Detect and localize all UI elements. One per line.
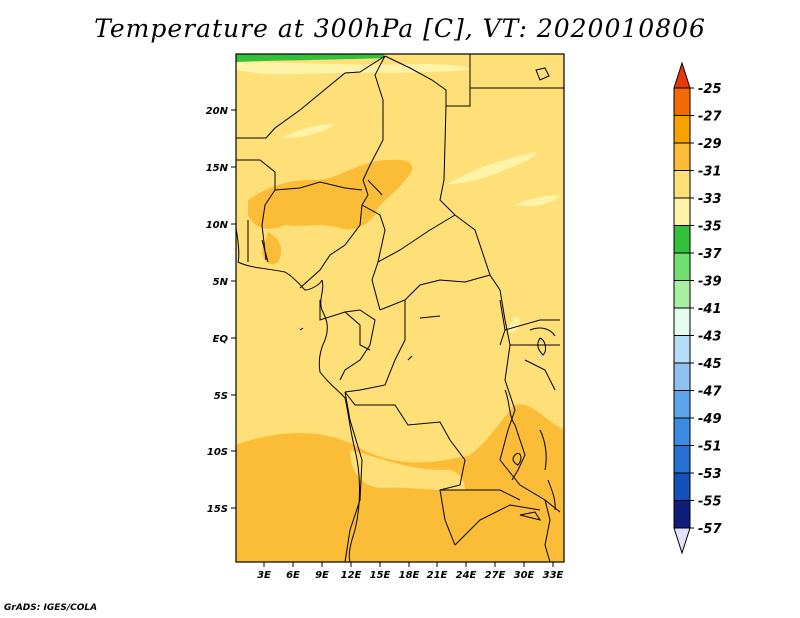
colorbar-swatch: [673, 362, 691, 391]
colorbar: -25 -27 -29 -31 -33 -35 -37 -39 -41 -43 -45 -47 -49 -…: [673, 61, 722, 555]
colorbar-label: -53: [698, 467, 722, 482]
colorbar-label: -57: [698, 522, 722, 537]
x-tick-label: 21E: [427, 570, 448, 581]
colorbar-swatch: [673, 252, 691, 281]
colorbar-label: -35: [698, 220, 722, 235]
colorbar-swatch: [673, 142, 691, 171]
country-boundaries: [236, 54, 564, 562]
y-ticks: [231, 109, 236, 509]
colorbar-label: -41: [698, 302, 722, 317]
colorbar-top-arrow: [673, 61, 691, 89]
colorbar-label: -43: [698, 330, 722, 345]
colorbar-label: -33: [698, 192, 722, 207]
colorbar-label: -37: [698, 247, 722, 262]
colorbar-bottom-arrow: [673, 527, 691, 555]
field-cool-streak-3: [515, 195, 560, 206]
x-tick-label: 27E: [485, 570, 506, 581]
colorbar-label: -27: [698, 110, 722, 125]
colorbar-label: -49: [698, 412, 722, 427]
field-cool-north: [236, 62, 470, 75]
colorbar-label: -31: [698, 165, 722, 180]
x-tick-label: 3E: [257, 570, 271, 581]
colorbar-swatch: [673, 445, 691, 474]
colorbar-label: -51: [698, 440, 722, 455]
x-tick-label: 12E: [341, 570, 362, 581]
field-cool-east: [508, 316, 520, 333]
y-tick-label: 10N: [206, 220, 229, 231]
field-warm-south-mid: [350, 450, 465, 491]
field-cold-corner: [236, 54, 384, 62]
colorbar-swatch: [673, 390, 691, 419]
x-tick-label: 15E: [370, 570, 391, 581]
y-tick-label: 20N: [206, 106, 229, 117]
colorbar-label: -47: [698, 385, 722, 400]
colorbar-label: -25: [698, 82, 722, 97]
y-tick-label: 15N: [206, 163, 229, 174]
x-tick-label: 24E: [456, 570, 477, 581]
colorbar-swatch: [673, 170, 691, 199]
colorbar-swatch: [673, 472, 691, 501]
chart-title: Temperature at 300hPa [C], VT: 202001080…: [94, 14, 706, 43]
x-tick-label: 9E: [315, 570, 329, 581]
colorbar-swatch: [673, 197, 691, 226]
field-cool-streak-2: [448, 152, 536, 184]
x-tick-label: 33E: [543, 570, 564, 581]
y-tick-label: EQ: [213, 334, 229, 345]
y-tick-label: 5N: [213, 277, 229, 288]
colorbar-swatch: [673, 417, 691, 446]
map-frame: [235, 53, 565, 563]
colorbar-swatch: [673, 500, 691, 529]
colorbar-swatch: [673, 280, 691, 309]
x-tick-label: 30E: [514, 570, 535, 581]
field-warm-north: [248, 159, 413, 230]
colorbar-swatch: [673, 307, 691, 336]
field-cool-streak-1: [282, 124, 335, 138]
y-tick-labels: 20N 15N 10N 5N EQ 5S 10S 15S: [206, 106, 229, 515]
colorbar-label: -29: [698, 137, 722, 152]
x-ticks: [263, 562, 554, 567]
colorbar-swatch: [673, 225, 691, 254]
colorbar-label: -39: [698, 275, 722, 290]
y-tick-label: 10S: [207, 447, 228, 458]
credit-label: GrADS: IGES/COLA: [4, 603, 98, 613]
y-tick-label: 5S: [214, 391, 228, 402]
colorbar-swatch: [673, 115, 691, 144]
temperature-field: [236, 54, 564, 562]
colorbar-label: -45: [698, 357, 722, 372]
colorbar-label: -55: [698, 495, 722, 510]
x-tick-label: 6E: [286, 570, 300, 581]
colorbar-swatch: [673, 335, 691, 364]
x-tick-labels: 3E 6E 9E 12E 15E 18E 21E 24E 27E 30E 33E: [257, 570, 563, 581]
y-tick-label: 15S: [207, 504, 228, 515]
x-tick-label: 18E: [399, 570, 420, 581]
colorbar-swatch: [673, 87, 691, 116]
